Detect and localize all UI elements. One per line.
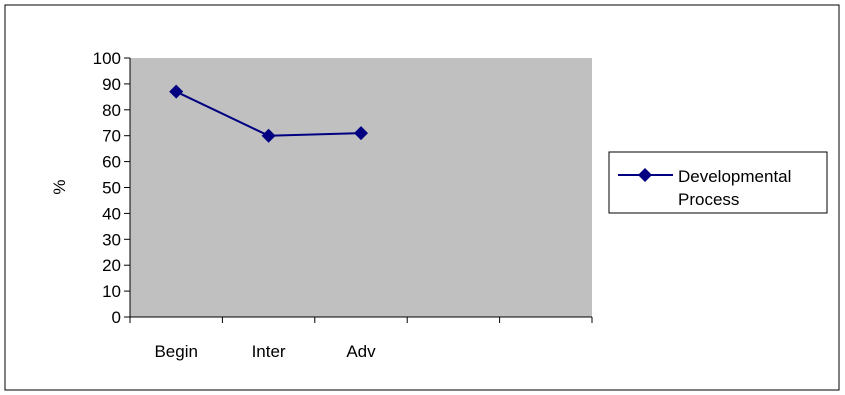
data-point-adv bbox=[354, 126, 368, 141]
y-tick-label: 100 bbox=[93, 49, 121, 68]
data-point-begin bbox=[169, 84, 184, 99]
y-tick-label: 40 bbox=[102, 204, 121, 223]
data-point-inter bbox=[261, 128, 276, 143]
x-tick-label-inter: Inter bbox=[252, 342, 286, 361]
plot-area bbox=[130, 58, 592, 317]
y-tick-label: 10 bbox=[102, 282, 121, 301]
legend-marker-diamond bbox=[638, 168, 652, 182]
y-tick-label: 20 bbox=[102, 256, 121, 275]
y-axis-ticks: 0 10 20 30 40 50 60 70 80 90 100 bbox=[93, 49, 130, 327]
x-axis-ticks: Begin Inter Adv bbox=[129, 317, 593, 361]
legend-label-line1: Developmental bbox=[678, 167, 791, 186]
y-tick-label: 60 bbox=[102, 153, 121, 172]
series-developmental-process bbox=[169, 84, 368, 143]
legend-box bbox=[608, 151, 828, 214]
y-tick-label: 70 bbox=[102, 127, 121, 146]
y-tick-label: 50 bbox=[102, 179, 121, 198]
y-tick-label: 80 bbox=[102, 101, 121, 120]
y-tick-label: 90 bbox=[102, 75, 121, 94]
y-tick-label: 0 bbox=[112, 308, 121, 327]
x-tick-label-adv: Adv bbox=[346, 342, 376, 361]
legend-label-line2: Process bbox=[678, 190, 739, 209]
legend: Developmental Process bbox=[608, 151, 828, 214]
x-tick-label-begin: Begin bbox=[154, 342, 197, 361]
y-axis-title: % bbox=[50, 179, 69, 194]
y-tick-label: 30 bbox=[102, 230, 121, 249]
